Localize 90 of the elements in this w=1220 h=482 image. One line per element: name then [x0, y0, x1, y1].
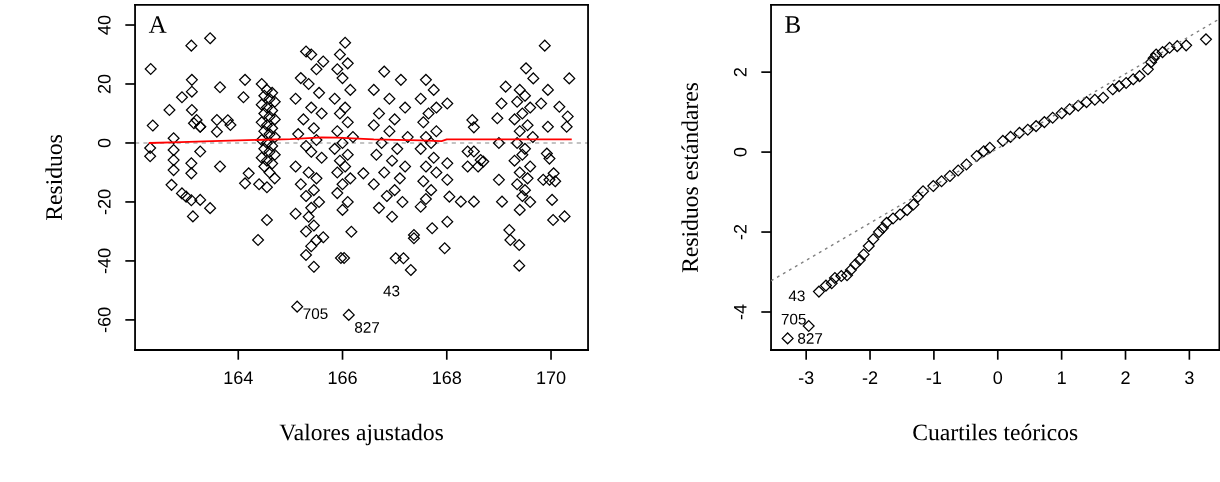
point [1145, 56, 1158, 69]
point [1046, 111, 1059, 124]
point [917, 185, 930, 198]
point [983, 141, 996, 154]
point [977, 145, 990, 158]
point [1156, 46, 1169, 59]
point [1133, 70, 1146, 83]
x-tick-label: 2 [1121, 371, 1130, 384]
annotation: 43 [788, 290, 805, 302]
point [1163, 41, 1176, 54]
y-axis-title: Residuos [45, 135, 63, 221]
point [880, 216, 893, 229]
point [1199, 33, 1213, 46]
point [849, 258, 862, 271]
point [781, 332, 794, 345]
point [1021, 123, 1034, 136]
point [894, 208, 907, 221]
point [1150, 48, 1163, 61]
point [867, 233, 880, 246]
point [1141, 63, 1154, 76]
point [1120, 76, 1133, 89]
point [952, 164, 965, 177]
point [1147, 52, 1160, 65]
y-tick-label: 0 [733, 147, 747, 157]
y-tick-label: -40 [97, 248, 111, 274]
point [907, 198, 920, 211]
annotation: A [148, 16, 167, 33]
point [1013, 126, 1026, 139]
point [960, 158, 973, 171]
point [1038, 116, 1051, 129]
point [1113, 80, 1126, 93]
point [901, 204, 914, 217]
y-tick-label: -20 [97, 189, 111, 215]
point [1063, 103, 1076, 116]
y-tick-label: -60 [97, 307, 111, 333]
point [876, 222, 889, 235]
x-tick-label: 168 [433, 371, 462, 385]
x-tick-label: 166 [328, 371, 357, 385]
point [886, 212, 900, 225]
point [857, 248, 870, 261]
x-tick-label: 170 [537, 371, 566, 385]
point [825, 277, 838, 290]
x-axis-title: Valores ajustados [279, 423, 443, 446]
point [1055, 107, 1068, 120]
x-tick-label: 0 [993, 371, 1003, 385]
y-tick-label: 2 [733, 68, 747, 77]
point [835, 269, 848, 283]
point [1088, 93, 1101, 106]
point [1106, 83, 1119, 96]
point [927, 180, 940, 193]
point [970, 150, 983, 163]
annotation: 705 [303, 308, 328, 320]
x-axis-title: Cuartiles teóricos [913, 423, 1078, 441]
x-tick-label: -1 [926, 371, 942, 384]
annotation: 827 [354, 322, 380, 333]
y-axis-title: Residuos estándares [681, 82, 699, 273]
point [1127, 73, 1140, 86]
x-tick-label: 1 [1057, 371, 1066, 384]
point [853, 254, 866, 267]
point [1097, 91, 1110, 104]
x-tick-label: 3 [1185, 371, 1194, 385]
point [1004, 130, 1017, 143]
point [819, 279, 832, 292]
point [943, 170, 956, 183]
point [844, 263, 857, 277]
x-tick-label: 164 [224, 371, 253, 385]
annotation: B [785, 16, 800, 33]
point [872, 226, 886, 239]
point [911, 190, 924, 203]
annotation: 705 [781, 313, 806, 325]
y-tick-label: -4 [734, 304, 747, 320]
point [1180, 39, 1193, 52]
point [996, 134, 1009, 147]
point [1072, 99, 1085, 112]
point [841, 269, 854, 282]
y-tick-label: 20 [97, 74, 111, 94]
y-tick-label: -2 [733, 224, 747, 240]
point [812, 285, 825, 298]
point [862, 240, 875, 253]
point [1171, 40, 1184, 53]
annotation: 827 [798, 333, 823, 344]
point [1030, 120, 1043, 133]
y-tick-label: 40 [97, 15, 111, 35]
x-tick-label: -2 [862, 371, 878, 384]
point [1080, 96, 1093, 109]
point [828, 271, 841, 285]
annotation: 43 [383, 285, 400, 297]
x-tick-label: -3 [798, 371, 814, 385]
y-tick-label: 0 [97, 138, 111, 148]
point [935, 175, 948, 188]
